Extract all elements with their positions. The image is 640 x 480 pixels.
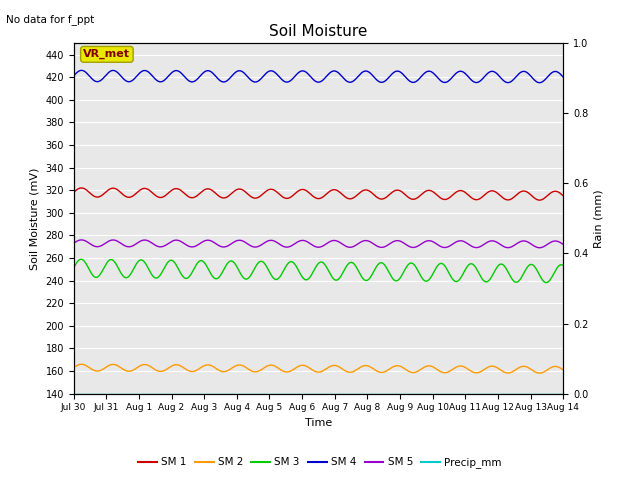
Text: VR_met: VR_met — [83, 49, 131, 60]
Y-axis label: Soil Moisture (mV): Soil Moisture (mV) — [29, 167, 40, 270]
X-axis label: Time: Time — [305, 418, 332, 428]
Title: Soil Moisture: Soil Moisture — [269, 24, 367, 39]
Y-axis label: Rain (mm): Rain (mm) — [594, 189, 604, 248]
Text: No data for f_ppt: No data for f_ppt — [6, 14, 95, 25]
Legend: SM 1, SM 2, SM 3, SM 4, SM 5, Precip_mm: SM 1, SM 2, SM 3, SM 4, SM 5, Precip_mm — [134, 453, 506, 472]
